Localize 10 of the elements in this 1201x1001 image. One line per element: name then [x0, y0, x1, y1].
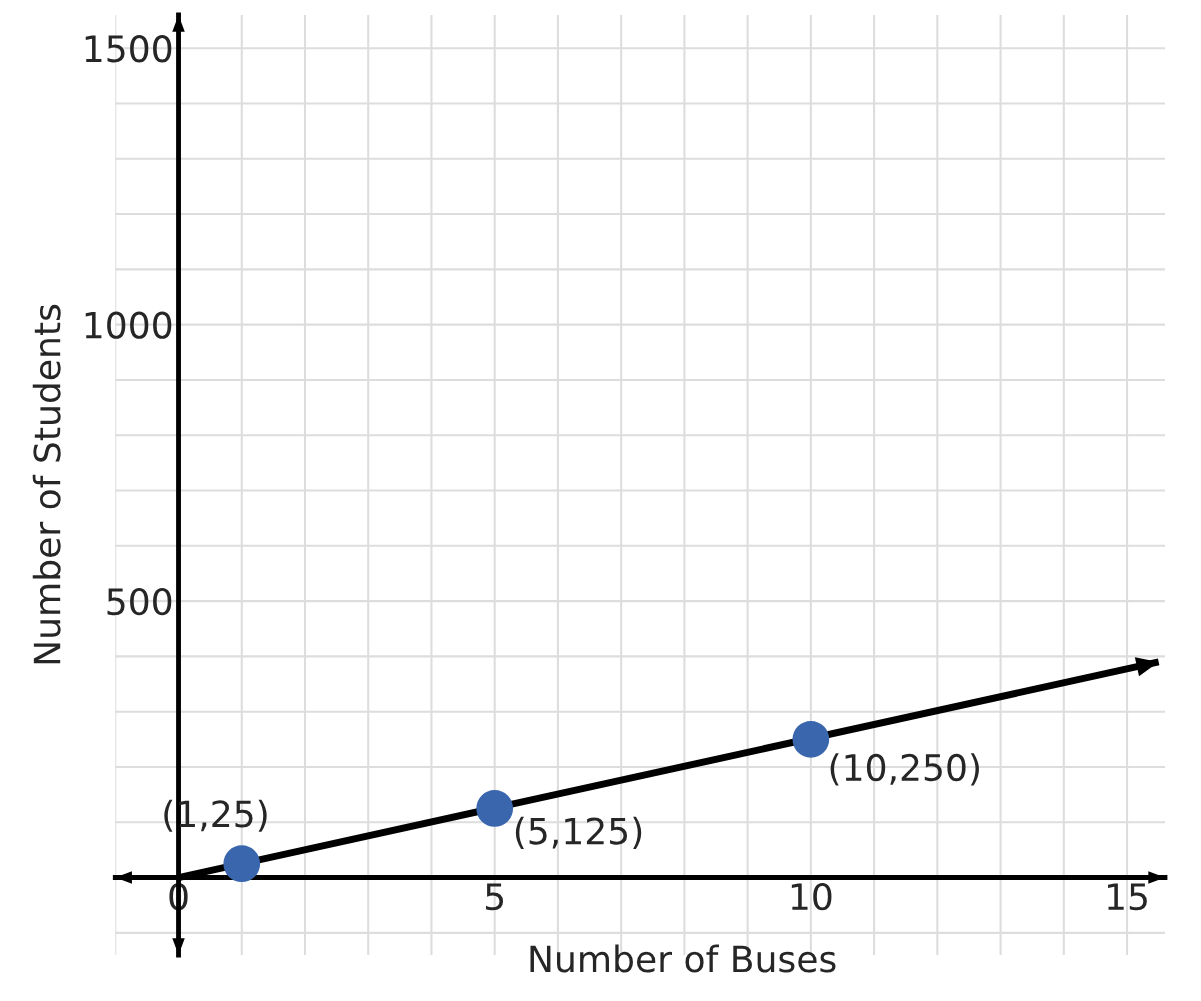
x-tick-label: 5: [486, 883, 504, 911]
y-tick-label: 1000: [85, 311, 172, 339]
annotation: (10,250): [830, 753, 979, 786]
y-axis-title: Number of Students: [32, 304, 61, 664]
x-axis-title: Number of Buses: [530, 944, 836, 973]
annotation: (5,125): [515, 816, 642, 849]
y-tick-label: 1500: [85, 35, 172, 63]
x-tick-label: 15: [1108, 883, 1147, 911]
y-tick-label: 500: [107, 588, 172, 616]
x-tick-label: 10: [791, 883, 832, 911]
